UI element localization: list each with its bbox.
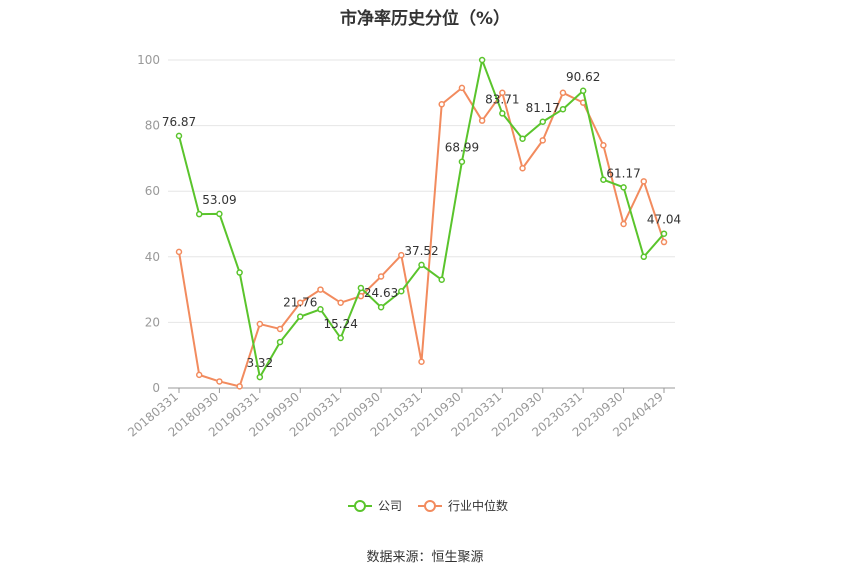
grid-lines <box>168 59 675 323</box>
data-point <box>236 383 243 390</box>
data-point <box>377 273 385 280</box>
data-label: 37.52 <box>404 244 438 258</box>
data-point <box>398 287 405 295</box>
data-point <box>297 299 304 306</box>
chart-title: 市净率历史分位（%） <box>339 9 511 29</box>
data-point <box>539 137 546 144</box>
data-point <box>398 251 405 259</box>
data-point <box>276 338 284 346</box>
data-point <box>600 142 607 149</box>
legend-label: 公司 <box>378 499 402 513</box>
data-label: 24.63 <box>364 286 398 300</box>
data-point <box>519 135 526 142</box>
y-tick-label: 0 <box>152 381 160 395</box>
data-point <box>418 358 425 366</box>
data-point <box>236 269 243 276</box>
data-label: 15.24 <box>323 317 357 331</box>
data-point <box>438 276 445 284</box>
y-tick-label: 100 <box>137 53 160 67</box>
data-point <box>438 101 445 108</box>
series-line <box>178 86 665 388</box>
data-point <box>559 89 567 97</box>
legend-marker <box>354 500 366 512</box>
data-point <box>620 220 627 228</box>
y-tick-label: 20 <box>145 315 160 329</box>
series-line <box>178 59 665 379</box>
data-point <box>458 84 466 92</box>
data-point <box>337 299 344 306</box>
data-point <box>660 238 668 246</box>
data-label: 90.62 <box>566 70 600 84</box>
data-point <box>559 105 567 113</box>
y-tick-label: 80 <box>145 119 160 133</box>
data-point <box>357 284 365 292</box>
data-point <box>519 164 526 172</box>
data-point <box>418 261 425 269</box>
data-point <box>600 176 607 183</box>
data-point <box>256 373 264 381</box>
data-label: 76.87 <box>162 115 196 129</box>
data-point <box>640 253 648 261</box>
data-point <box>499 89 506 97</box>
data-point <box>195 210 203 218</box>
data-point <box>175 248 183 256</box>
data-point <box>276 325 284 333</box>
series-lines <box>175 56 668 390</box>
data-label: 47.04 <box>647 213 681 227</box>
y-axis: 0 20 40 60 80 100 <box>137 53 160 395</box>
data-point <box>620 184 627 191</box>
data-point <box>216 210 223 218</box>
x-axis: 2018033120180930201903312019093020200331… <box>125 387 675 440</box>
data-point <box>660 230 668 237</box>
y-tick-label: 60 <box>145 184 160 198</box>
data-label: 3.32 <box>246 356 273 370</box>
y-tick-label: 40 <box>145 250 160 264</box>
data-label: 68.99 <box>445 141 479 155</box>
data-point <box>317 286 324 293</box>
data-point <box>458 158 466 165</box>
data-labels: 76.87 53.09 3.32 21.76 15.24 24.63 37.52 68.99 8… <box>162 70 681 370</box>
data-point <box>216 378 223 385</box>
legend-label: 行业中位数 <box>448 498 508 513</box>
data-point <box>539 118 546 126</box>
legend-marker <box>424 500 436 512</box>
data-label: 21.76 <box>283 296 317 310</box>
data-label: 81.17 <box>526 101 560 115</box>
data-point <box>478 56 486 64</box>
data-label: 83.71 <box>485 92 519 106</box>
data-point <box>195 371 203 379</box>
data-point <box>256 320 264 328</box>
data-point <box>478 117 486 124</box>
data-source-note: 数据来源：恒生聚源 <box>366 550 484 565</box>
data-point <box>337 334 344 342</box>
data-point <box>640 178 648 185</box>
data-point <box>175 132 183 140</box>
data-point <box>297 313 304 320</box>
data-point <box>499 110 506 117</box>
data-label: 53.09 <box>202 193 236 207</box>
data-point <box>317 306 324 313</box>
data-point <box>579 87 587 95</box>
data-point <box>377 303 385 311</box>
legend: 公司 行业中位数 <box>348 498 508 513</box>
data-label: 61.17 <box>606 166 640 180</box>
